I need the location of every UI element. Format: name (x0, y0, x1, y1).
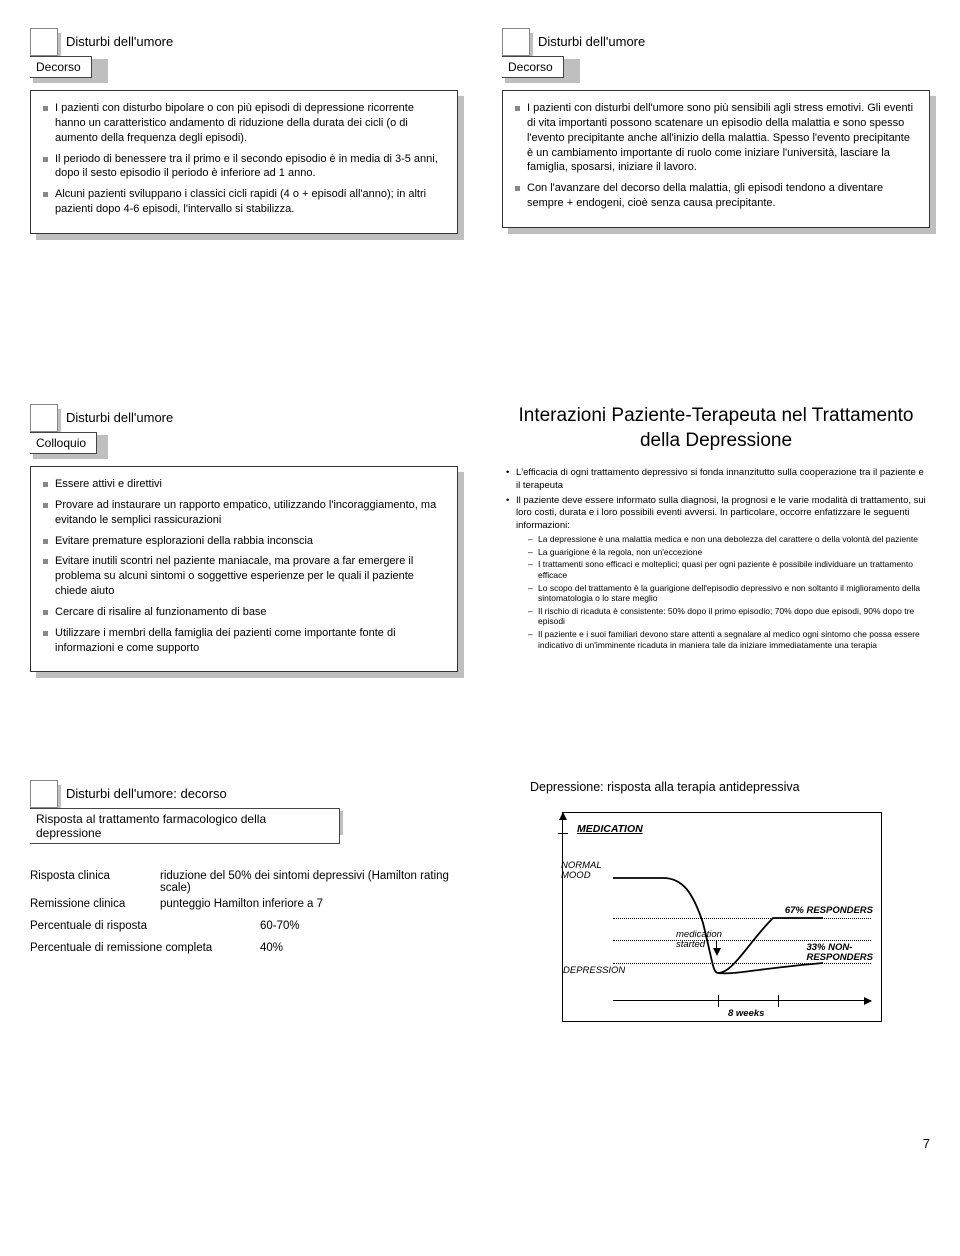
slide-decorso-2: Disturbi dell'umore Decorso I pazienti c… (492, 20, 940, 380)
bullet-item: I pazienti con disturbo bipolare o con p… (43, 101, 445, 146)
arrow-down-icon (713, 948, 721, 956)
bullet-item: Il periodo di benessere tra il primo e i… (43, 152, 445, 182)
bullet-item: Cercare di risalire al funzionamento di … (43, 605, 445, 620)
slide-main-title: Interazioni Paziente-Terapeuta nel Tratt… (502, 404, 930, 453)
x-axis (613, 1000, 871, 1001)
depression-label: DEPRESSION (563, 965, 625, 976)
percentage-row: Percentuale di remissione completa 40% (30, 942, 458, 954)
slide-title: Disturbi dell'umore (538, 34, 645, 49)
bullet-item: L'efficacia di ogni trattamento depressi… (506, 467, 930, 492)
sub-bullet-item: Il paziente e i suoi familiari devono st… (528, 629, 930, 650)
sub-bullet-item: La guarigione è la regola, non un'eccezi… (528, 547, 930, 558)
percentage-value: 60-70% (260, 920, 300, 932)
slide-colloquio: Disturbi dell'umore Colloquio Essere att… (20, 396, 468, 756)
bullet-item: Il paziente deve essere informato sulla … (506, 495, 930, 650)
slide-title: Disturbi dell'umore (66, 34, 173, 49)
percentage-row: Percentuale di risposta 60-70% (30, 920, 458, 932)
responders-label: 67% RESPONDERS (785, 905, 873, 916)
x-tick (778, 995, 779, 1007)
title-square-icon (30, 28, 56, 54)
timeline-label: 8 weeks (728, 1008, 764, 1019)
arrow-up-icon (559, 812, 567, 820)
definition-value: punteggio Hamilton inferiore a 7 (160, 898, 458, 910)
sub-bullet-item: I trattamenti sono efficaci e molteplici… (528, 559, 930, 580)
slide-subtitle: Decorso (502, 56, 564, 78)
slide-title: Disturbi dell'umore (66, 410, 173, 425)
definition-value: riduzione del 50% dei sintomi depressivi… (160, 870, 458, 894)
bullet-item: Essere attivi e direttivi (43, 477, 445, 492)
title-square-icon (30, 780, 56, 806)
bullet-text: Il paziente deve essere informato sulla … (516, 495, 926, 531)
bullet-item: I pazienti con disturbi dell'umore sono … (515, 101, 917, 175)
content-card: Essere attivi e direttivi Provare ad ins… (30, 466, 458, 672)
medication-chart: MEDICATION NORMAL MOOD DEPRESSION medica… (562, 812, 882, 1022)
slide-interazioni: Interazioni Paziente-Terapeuta nel Tratt… (492, 396, 940, 756)
sub-bullet-item: Il rischio di ricaduta è consistente: 50… (528, 606, 930, 627)
percentage-label: Percentuale di risposta (30, 920, 260, 932)
slide-chart: Depressione: risposta alla terapia antid… (492, 772, 940, 1132)
dashed-reference-line (613, 963, 871, 964)
sub-bullet-item: Lo scopo del trattamento è la guarigione… (528, 583, 930, 604)
page-number: 7 (20, 1136, 940, 1151)
arrow-right-icon (864, 997, 872, 1005)
slide-title: Disturbi dell'umore: decorso (66, 786, 227, 801)
slide-subtitle: Decorso (30, 56, 92, 78)
slide-grid: Disturbi dell'umore Decorso I pazienti c… (20, 20, 940, 1132)
y-tick (558, 833, 568, 834)
bullet-item: Evitare premature esplorazioni della rab… (43, 534, 445, 549)
definition-label: Remissione clinica (30, 898, 160, 910)
definition-row: Remissione clinica punteggio Hamilton in… (30, 898, 458, 910)
bullet-item: Evitare inutili scontri nel paziente man… (43, 554, 445, 599)
bullet-item: Utilizzare i membri della famiglia dei p… (43, 626, 445, 656)
title-square-icon (30, 404, 56, 430)
slide-risposta-farmaco: Disturbi dell'umore: decorso Risposta al… (20, 772, 468, 1132)
dashed-reference-line (613, 940, 871, 941)
non-responders-label: 33% NON- RESPONDERS (806, 943, 873, 964)
percentage-value: 40% (260, 942, 283, 954)
title-square-icon (502, 28, 528, 54)
bullet-item: Provare ad instaurare un rapporto empati… (43, 498, 445, 528)
definition-label: Risposta clinica (30, 870, 160, 894)
content-card: I pazienti con disturbo bipolare o con p… (30, 90, 458, 234)
bullet-item: Alcuni pazienti sviluppano i classici ci… (43, 187, 445, 217)
x-tick (718, 995, 719, 1007)
bullet-item: Con l'avanzare del decorso della malatti… (515, 181, 917, 211)
normal-mood-label: NORMAL MOOD (561, 861, 602, 882)
slide-subtitle: Colloquio (30, 432, 97, 454)
content-card: I pazienti con disturbi dell'umore sono … (502, 90, 930, 228)
slide-decorso-1: Disturbi dell'umore Decorso I pazienti c… (20, 20, 468, 380)
slide-subtitle: Risposta al trattamento farmacologico de… (30, 808, 340, 844)
chart-title: Depressione: risposta alla terapia antid… (530, 780, 930, 794)
percentage-label: Percentuale di remissione completa (30, 942, 260, 954)
medication-label: MEDICATION (577, 823, 643, 835)
sub-bullet-item: La depressione è una malattia medica e n… (528, 534, 930, 545)
definition-row: Risposta clinica riduzione del 50% dei s… (30, 870, 458, 894)
dashed-reference-line (613, 918, 871, 919)
